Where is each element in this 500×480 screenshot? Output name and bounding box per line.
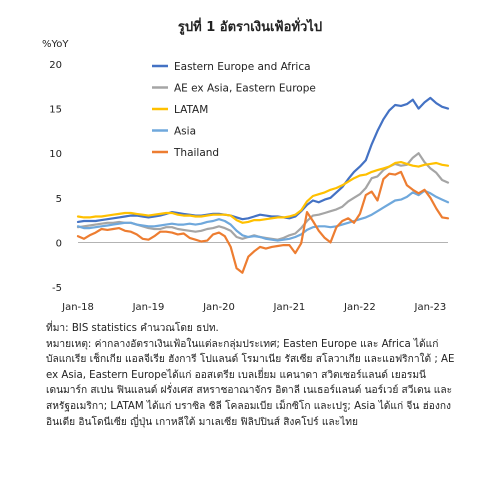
- x-tick-label: Jan-21: [273, 302, 306, 313]
- legend-entry: Thailand: [173, 147, 219, 159]
- series-line-eastern-europe-and-africa: [76, 96, 450, 223]
- series-line-asia: [76, 189, 450, 242]
- x-tick-label: Jan-20: [202, 302, 235, 313]
- x-tick-label: Jan-22: [343, 302, 376, 313]
- chart-axes: %YoY -5 0 5 10 15 20 Jan-18 Jan-19 Jan-20 Jan-21 Ja…: [42, 39, 448, 313]
- x-tick-label: Jan-19: [132, 302, 165, 313]
- legend-entry: LATAM: [174, 104, 208, 116]
- chart-legend: Eastern Europe and Africa AE ex Asia, Eas…: [152, 61, 316, 159]
- remark-note: หมายเหตุ: ค่ากลางอัตราเงินเฟ้อในแต่ละกลุ…: [46, 338, 455, 428]
- source-note: ที่มา: BIS statistics คำนวณโดย ธปท.: [46, 323, 219, 334]
- inflation-line-chart: %YoY -5 0 5 10 15 20 Jan-18 Jan-19 Jan-20 Jan-21 Ja…: [42, 39, 450, 313]
- legend-entry: AE ex Asia, Eastern Europe: [174, 83, 316, 95]
- y-tick-label: 0: [56, 238, 62, 249]
- chart-title: รูปที่ 1 อัตราเงินเฟ้อทั่วไป: [177, 20, 323, 35]
- series-line-thailand: [76, 170, 450, 274]
- y-tick-label: 10: [49, 149, 62, 160]
- y-tick-label: 5: [56, 194, 62, 205]
- x-tick-label: Jan-18: [61, 302, 94, 313]
- chart-series-lines: [76, 96, 450, 274]
- series-line-latam: [76, 161, 450, 224]
- x-tick-label: Jan-23: [414, 302, 447, 313]
- y-tick-label: 15: [49, 105, 62, 116]
- chart-notes: ที่มา: BIS statistics คำนวณโดย ธปท. หมาย…: [46, 321, 466, 430]
- y-tick-label: -5: [52, 283, 62, 294]
- legend-entry: Asia: [174, 126, 196, 138]
- legend-entry: Eastern Europe and Africa: [174, 61, 311, 73]
- y-axis-label: %YoY: [42, 39, 69, 50]
- y-tick-label: 20: [49, 60, 62, 71]
- series-line-ae-ex-asia-eastern-europe: [76, 152, 450, 241]
